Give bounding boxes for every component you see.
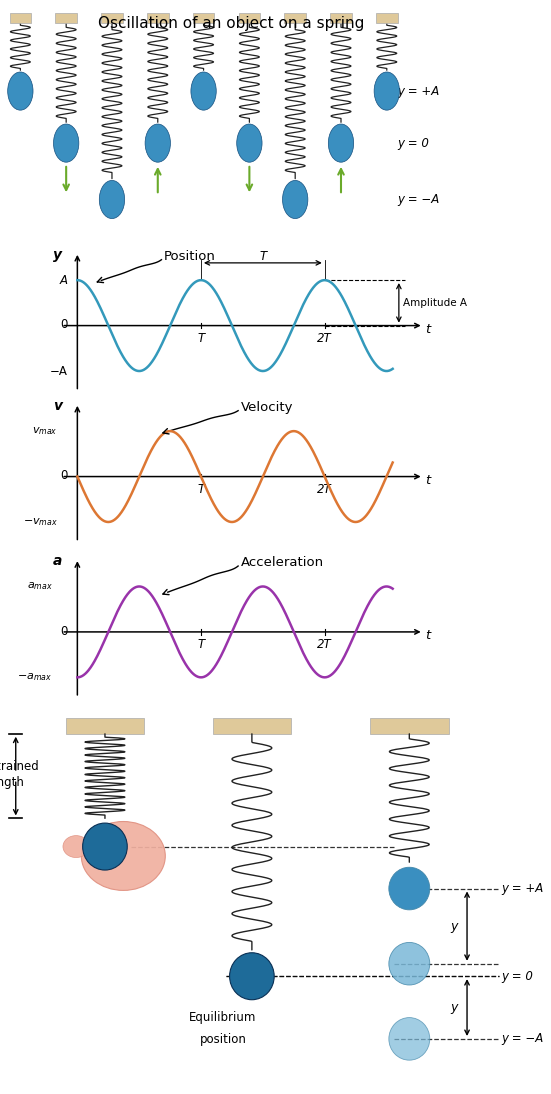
Bar: [9, 13, 31, 23]
Ellipse shape: [145, 124, 170, 162]
Bar: [330, 13, 352, 23]
Text: 2T: 2T: [317, 482, 332, 496]
Text: $a_{max}$: $a_{max}$: [27, 581, 53, 592]
Bar: [66, 718, 144, 734]
Ellipse shape: [230, 953, 274, 1000]
Text: length: length: [0, 776, 25, 789]
Text: y = 0: y = 0: [501, 969, 533, 982]
Ellipse shape: [82, 822, 165, 891]
Text: y: y: [450, 920, 457, 932]
Text: −A: −A: [50, 364, 67, 377]
Ellipse shape: [283, 181, 308, 219]
Ellipse shape: [53, 124, 79, 162]
Text: A: A: [60, 274, 67, 287]
Text: t: t: [425, 629, 430, 642]
Text: 0: 0: [60, 625, 67, 638]
Text: y = +A: y = +A: [501, 882, 543, 895]
Ellipse shape: [99, 181, 125, 219]
Text: 2T: 2T: [317, 638, 332, 651]
Text: $-v_{max}$: $-v_{max}$: [23, 516, 57, 528]
Text: y: y: [450, 1001, 457, 1014]
Ellipse shape: [63, 836, 89, 858]
Text: Velocity: Velocity: [241, 401, 293, 414]
Text: Acceleration: Acceleration: [241, 557, 323, 569]
Bar: [55, 13, 77, 23]
Ellipse shape: [389, 868, 430, 910]
Text: $v_{max}$: $v_{max}$: [32, 426, 57, 437]
Ellipse shape: [374, 72, 399, 110]
Text: y = −A: y = −A: [501, 1033, 543, 1046]
Text: y = −A: y = −A: [397, 193, 440, 206]
Bar: [370, 718, 449, 734]
Text: y: y: [53, 248, 62, 263]
Bar: [239, 13, 260, 23]
Bar: [147, 13, 169, 23]
Bar: [193, 13, 214, 23]
Text: T: T: [197, 638, 204, 651]
Bar: [213, 718, 291, 734]
Ellipse shape: [83, 823, 127, 870]
Text: a: a: [53, 555, 62, 569]
Text: T: T: [197, 482, 204, 496]
Text: T: T: [260, 251, 266, 263]
Text: Equilibrium: Equilibrium: [190, 1011, 257, 1024]
Bar: [101, 13, 123, 23]
Text: y = 0: y = 0: [397, 137, 429, 150]
Text: Oscillation of an object on a spring: Oscillation of an object on a spring: [98, 16, 365, 32]
Text: t: t: [425, 474, 430, 487]
Ellipse shape: [237, 124, 262, 162]
Ellipse shape: [389, 1017, 430, 1060]
Text: $-a_{max}$: $-a_{max}$: [18, 672, 53, 684]
Text: Position: Position: [164, 251, 216, 263]
Text: position: position: [199, 1033, 246, 1046]
Text: v: v: [53, 399, 62, 414]
Text: Unstrained: Unstrained: [0, 760, 39, 773]
Bar: [376, 13, 398, 23]
Text: t: t: [425, 323, 430, 336]
Ellipse shape: [8, 72, 33, 110]
Text: T: T: [197, 331, 204, 345]
Text: 0: 0: [60, 318, 67, 331]
Text: 2T: 2T: [317, 331, 332, 345]
Bar: [284, 13, 306, 23]
Text: Amplitude A: Amplitude A: [403, 298, 467, 307]
Ellipse shape: [389, 942, 430, 985]
Text: 0: 0: [60, 469, 67, 482]
Ellipse shape: [191, 72, 216, 110]
Ellipse shape: [328, 124, 354, 162]
Text: y = +A: y = +A: [397, 84, 440, 97]
